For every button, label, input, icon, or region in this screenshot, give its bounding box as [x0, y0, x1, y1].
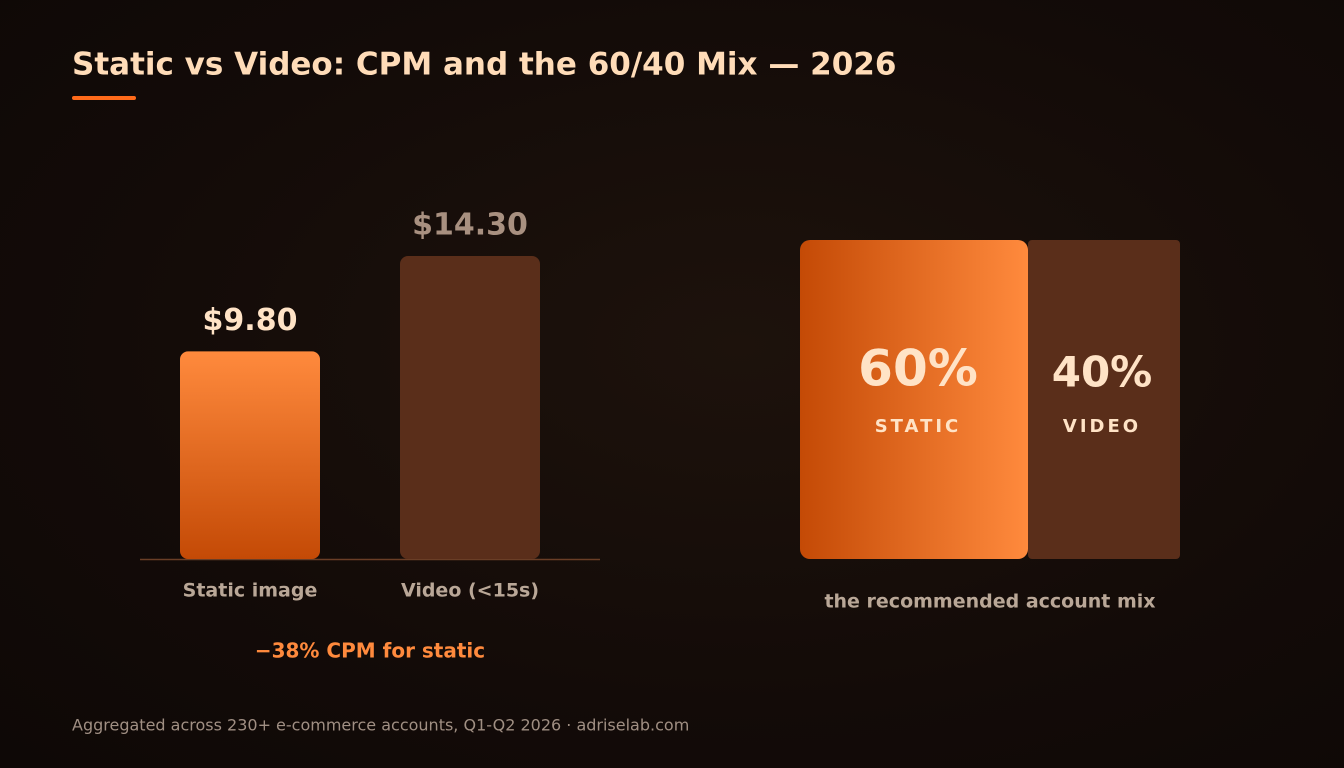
category-label: Static image	[183, 580, 318, 602]
segment-label: STATIC	[875, 416, 962, 437]
title-underline	[72, 96, 136, 100]
value-label: $14.30	[412, 208, 528, 243]
bar	[180, 351, 320, 559]
segment	[1028, 240, 1180, 559]
footer: Aggregated across 230+ e-commerce accoun…	[72, 716, 689, 735]
caption: the recommended account mix	[824, 591, 1155, 613]
title: Static vs Video: CPM and the 60/40 Mix —…	[72, 47, 896, 83]
segment	[800, 240, 1028, 559]
segment-label: VIDEO	[1063, 416, 1141, 437]
segment-value: 60%	[858, 340, 978, 398]
value-label: $9.80	[203, 303, 298, 338]
segment-value: 40%	[1052, 348, 1153, 397]
annotation: −38% CPM for static	[255, 639, 485, 663]
bar	[400, 256, 540, 559]
category-label: Video (<15s)	[401, 580, 539, 602]
